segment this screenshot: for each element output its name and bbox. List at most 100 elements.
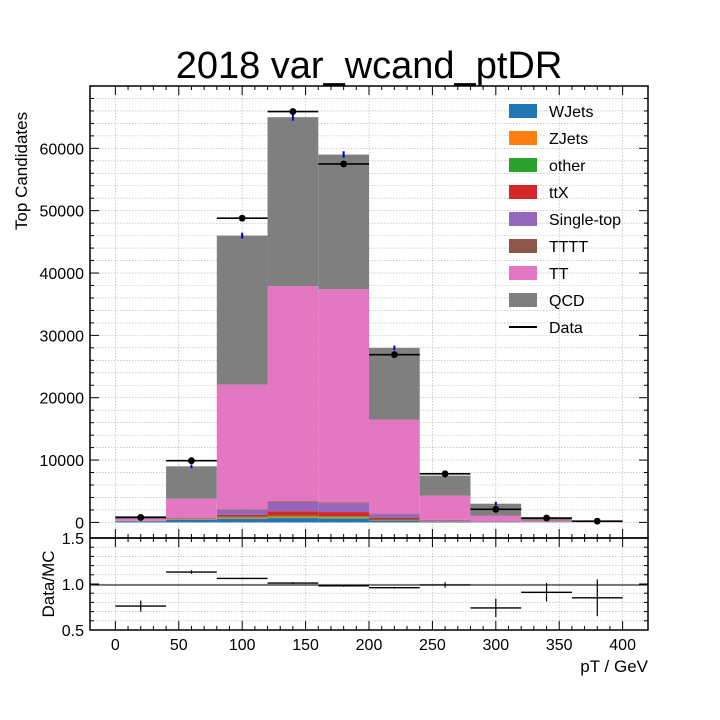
legend-swatch-single-top: [509, 212, 537, 226]
data-points: [115, 108, 623, 525]
bar-wjets-1: [166, 519, 217, 523]
x-tick-label: 250: [419, 637, 446, 654]
legend-label-single-top: Single-top: [549, 212, 621, 229]
bar-single-top-5: [369, 514, 420, 518]
x-tick-label: 350: [546, 637, 573, 654]
legend-label-other: other: [549, 158, 586, 175]
bar-qcd-5: [369, 347, 420, 420]
legend-label-ttx: ttX: [549, 185, 569, 202]
main-y-ticks: 0 10000 20000 30000 40000 50000 60000: [40, 85, 648, 532]
bar-single-top-6: [419, 520, 471, 522]
chart-title: 2018 var_wcand_ptDR: [176, 45, 563, 87]
legend-swatch-zjets: [509, 131, 537, 145]
data-point-0: [137, 514, 145, 521]
bar-qcd-1: [166, 466, 217, 499]
bar-tt-3: [267, 286, 319, 502]
legend-swatch-wjets: [509, 104, 537, 118]
legend-label-qcd: QCD: [549, 293, 585, 310]
data-point-8: [543, 514, 550, 522]
data-point-2: [238, 214, 246, 222]
legend-swatch-ttx: [509, 185, 537, 199]
y-axis-label: Top Candidates: [12, 112, 31, 230]
x-tick-label: 0: [111, 637, 120, 654]
y-tick-label: 40000: [40, 266, 85, 283]
bar-zjets-4: [318, 517, 369, 519]
y-tick-label: 0: [75, 515, 84, 532]
bar-single-top-3: [267, 502, 319, 512]
y-tick-label: 20000: [40, 391, 85, 408]
legend: WJetsZJetsotherttXSingle-topTTTTTTQCDDat…: [509, 104, 621, 337]
bar-tt-1: [166, 498, 217, 518]
ratio-y-ticks: 0.5 1.0 1.5: [62, 531, 648, 640]
ratio-grid: [90, 537, 648, 631]
bar-tttt-3: [267, 501, 319, 503]
bar-single-top-2: [216, 509, 268, 515]
bar-qcd-3: [267, 117, 319, 287]
data-point-6: [441, 470, 449, 478]
bar-tt-5: [369, 419, 420, 514]
legend-swatch-qcd: [509, 293, 537, 307]
legend-label-tttt: TTTT: [549, 239, 588, 256]
bar-tttt-5: [369, 513, 420, 515]
bar-qcd-4: [318, 154, 369, 290]
x-tick-label: 200: [356, 637, 383, 654]
bar-wjets-4: [318, 518, 369, 523]
bar-other-4: [318, 516, 369, 518]
legend-label-data: Data: [549, 320, 583, 337]
legend-swatch-other: [509, 158, 537, 172]
ratio-y-tick-label: 1.5: [62, 531, 84, 548]
bar-wjets-3: [267, 518, 319, 523]
ratio-panel: 0.5 1.0 1.5 0 50 100 150 200 250 300 350 400 Data/…: [39, 531, 649, 676]
legend-swatch-tttt: [509, 239, 537, 253]
data-point-3: [289, 108, 297, 115]
main-panel: 0 10000 20000 30000 40000 50000 60000 Top Cand…: [12, 85, 649, 539]
y-tick-label: 50000: [40, 204, 85, 221]
bar-single-top-4: [318, 503, 369, 513]
x-tick-label: 400: [609, 637, 636, 654]
x-tick-label: 300: [482, 637, 509, 654]
bar-tt-6: [419, 495, 471, 520]
bar-wjets-0: [115, 521, 167, 523]
bar-tt-4: [318, 289, 369, 503]
bar-zjets-2: [216, 517, 268, 519]
x-tick-label: 150: [292, 637, 319, 654]
bar-tt-8: [521, 520, 572, 523]
data-point-1: [188, 457, 195, 465]
bar-tt-7: [470, 515, 522, 522]
legend-label-wjets: WJets: [549, 104, 593, 121]
ratio-y-tick-label: 1.0: [62, 577, 84, 594]
legend-label-tt: TT: [549, 266, 569, 283]
bar-tttt-4: [318, 502, 369, 504]
y-tick-label: 10000: [40, 453, 85, 470]
y-tick-label: 60000: [40, 141, 85, 158]
bar-tttt-2: [216, 509, 268, 510]
data-point-4: [340, 160, 348, 168]
bar-wjets-2: [216, 518, 268, 523]
bar-ttx-3: [267, 511, 319, 516]
data-point-9: [593, 517, 601, 525]
bar-wjets-5: [369, 520, 420, 523]
bar-ttx-4: [318, 512, 369, 517]
stacked-bars: [115, 117, 623, 523]
bar-ttx-5: [369, 517, 420, 520]
bar-qcd-2: [216, 235, 268, 385]
legend-label-zjets: ZJets: [549, 131, 588, 148]
bar-ttx-2: [216, 514, 268, 517]
bar-wjets-6: [419, 521, 471, 523]
bar-other-3: [267, 515, 319, 517]
x-tick-label: 50: [170, 637, 188, 654]
bar-other-2: [216, 516, 268, 518]
bar-single-top-1: [166, 517, 217, 519]
bar-tt-2: [216, 384, 268, 510]
bar-zjets-3: [267, 516, 319, 519]
bar-qcd-6: [419, 475, 471, 496]
ratio-x-ticks: 0 50 100 150 200 250 300 350 400: [111, 538, 636, 654]
data-point-5: [390, 351, 398, 359]
y-tick-label: 30000: [40, 328, 85, 345]
ratio-points: [115, 570, 623, 618]
legend-swatch-tt: [509, 266, 537, 280]
data-point-7: [492, 505, 500, 513]
x-axis-label: pT / GeV: [580, 657, 648, 676]
x-tick-label: 100: [229, 637, 256, 654]
